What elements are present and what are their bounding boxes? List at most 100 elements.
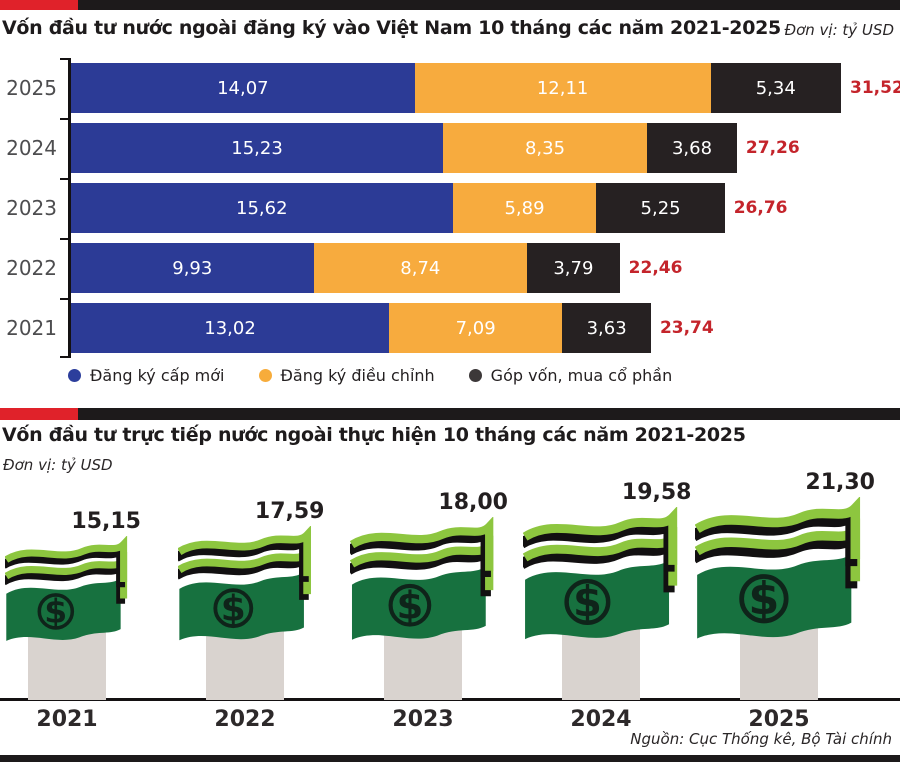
bar-segment: 15,62	[71, 183, 453, 233]
legend-dot-icon	[68, 369, 81, 382]
bar-segment-value: 5,34	[755, 77, 796, 99]
bar-segment: 5,34	[710, 63, 841, 113]
top-divider-bar	[0, 0, 900, 10]
bill-strip	[350, 517, 494, 571]
category-label: 2025	[748, 707, 810, 732]
section2-divider-red-accent	[0, 408, 78, 420]
section2-divider-bar	[0, 408, 900, 420]
bottom-divider-bar	[0, 755, 900, 762]
strip-shadow	[5, 554, 126, 604]
bar-segment-value: 5,25	[640, 197, 681, 219]
dollar-sign: $	[220, 588, 245, 629]
chart2-title: Vốn đầu tư trực tiếp nước ngoài thực hiệ…	[2, 424, 746, 446]
bar-segment: 15,23	[71, 123, 444, 173]
chart2-year-axis: 2021 2022 2023 2024 2025	[0, 707, 900, 735]
bar-segment: 14,07	[71, 63, 415, 113]
bar-segment-value: 15,62	[236, 197, 288, 219]
category-label: 2021	[6, 316, 57, 340]
axis-tick	[60, 118, 71, 120]
legend-item: Đăng ký cấp mới	[68, 366, 225, 385]
bar-total-value: 26,76	[733, 198, 788, 218]
legend-label: Góp vốn, mua cổ phần	[490, 366, 673, 385]
legend-item: Góp vốn, mua cổ phần	[468, 366, 673, 385]
table-row: 2021 13,02 7,09 3,63 23,74	[6, 303, 871, 353]
bar-segment-value: 8,74	[400, 257, 441, 279]
top-divider-red-accent	[0, 0, 78, 10]
category-label: 2022	[214, 707, 276, 732]
money-stack-icon: $	[350, 517, 494, 640]
source-note: Nguồn: Cục Thống kê, Bộ Tài chính	[630, 730, 892, 748]
bar-segment-value: 13,02	[204, 317, 256, 339]
strip-shadow	[350, 519, 491, 577]
axis-tick	[60, 298, 71, 300]
bar-segment-value: 7,09	[455, 317, 496, 339]
table-row: 2025 14,07 12,11 5,34 31,52	[6, 63, 900, 113]
bill-shape	[6, 578, 121, 641]
bill-strip	[695, 497, 861, 559]
chart1-title: Vốn đầu tư nước ngoài đăng ký vào Việt N…	[2, 17, 781, 39]
bar-segment-value: 15,23	[231, 137, 283, 159]
strip-shadow	[177, 528, 309, 582]
bar-segment-value: 9,93	[172, 257, 213, 279]
data-value-label: 21,30	[805, 470, 875, 495]
chart2-unit-label: Đơn vị: tỷ USD	[3, 456, 113, 474]
bar-segment: 7,09	[389, 303, 563, 353]
bill-strip	[5, 536, 128, 582]
bar-segment-value: 3,63	[586, 317, 627, 339]
money-stack-icon: $	[5, 536, 128, 641]
axis-tick	[60, 238, 71, 240]
table-row: 2023 15,62 5,89 5,25 26,76	[6, 183, 871, 233]
bar-segment-value: 3,79	[553, 257, 594, 279]
dollar-sign: $	[748, 574, 779, 625]
bill-strip	[177, 526, 311, 577]
axis-tick	[60, 58, 71, 60]
bar-segment: 12,11	[414, 63, 711, 113]
category-label: 2025	[6, 76, 57, 100]
money-stack-group: 15,15 $	[5, 509, 141, 700]
bill-shape	[697, 554, 852, 639]
category-label: 2021	[36, 707, 98, 732]
category-label: 2024	[570, 707, 632, 732]
axis-tick	[60, 356, 71, 358]
legend-label: Đăng ký cấp mới	[90, 366, 225, 385]
strip-shadow	[522, 510, 675, 572]
category-label: 2024	[6, 136, 57, 160]
bar-segment-value: 5,89	[504, 197, 545, 219]
money-stack-icon: $	[522, 507, 677, 640]
bar-segment: 3,68	[647, 123, 737, 173]
bill-strip	[522, 526, 677, 586]
bill-strip	[522, 507, 677, 565]
strip-shadow	[522, 530, 675, 593]
table-row: 2022 9,93 8,74 3,79 22,46	[6, 243, 871, 293]
legend-label: Đăng ký điều chỉnh	[280, 366, 435, 385]
registered-capital-stacked-bar-chart: 2025 14,07 12,11 5,34 31,52 2024 15,23 8,35 3,68…	[6, 58, 900, 358]
bill-shape	[524, 560, 669, 640]
strip-shadow	[177, 546, 309, 600]
dollar-emblem-ring	[37, 593, 75, 630]
bill-shape	[351, 566, 486, 640]
money-stack-icon: $	[177, 526, 311, 641]
dollar-emblem-ring	[563, 578, 610, 625]
axis-tick	[60, 178, 71, 180]
money-stack-group: 18,00 $	[350, 490, 508, 700]
bill-shape	[178, 572, 304, 641]
realized-fdi-pictorial-chart: 15,15 $17,59 $18,00 $19,58 $21,30 $	[0, 440, 900, 700]
money-stack-icon: $	[695, 497, 861, 639]
bar-segment: 8,35	[443, 123, 648, 173]
category-label: 2022	[6, 256, 57, 280]
dollar-emblem-ring	[212, 588, 253, 629]
data-value-label: 17,59	[254, 499, 325, 524]
bar-segment: 8,74	[313, 243, 528, 293]
dollar-sign: $	[44, 592, 67, 631]
table-row: 2024 15,23 8,35 3,68 27,26	[6, 123, 871, 173]
chart1-unit-label: Đơn vị: tỷ USD	[784, 21, 894, 39]
strip-shadow	[695, 522, 858, 589]
category-label: 2023	[392, 707, 454, 732]
dollar-sign: $	[396, 583, 423, 628]
bar-segment: 9,93	[71, 243, 314, 293]
category-label: 2023	[6, 196, 57, 220]
bar-segment: 5,25	[596, 183, 725, 233]
bar-segment: 13,02	[71, 303, 390, 353]
strip-shadow	[5, 538, 126, 588]
